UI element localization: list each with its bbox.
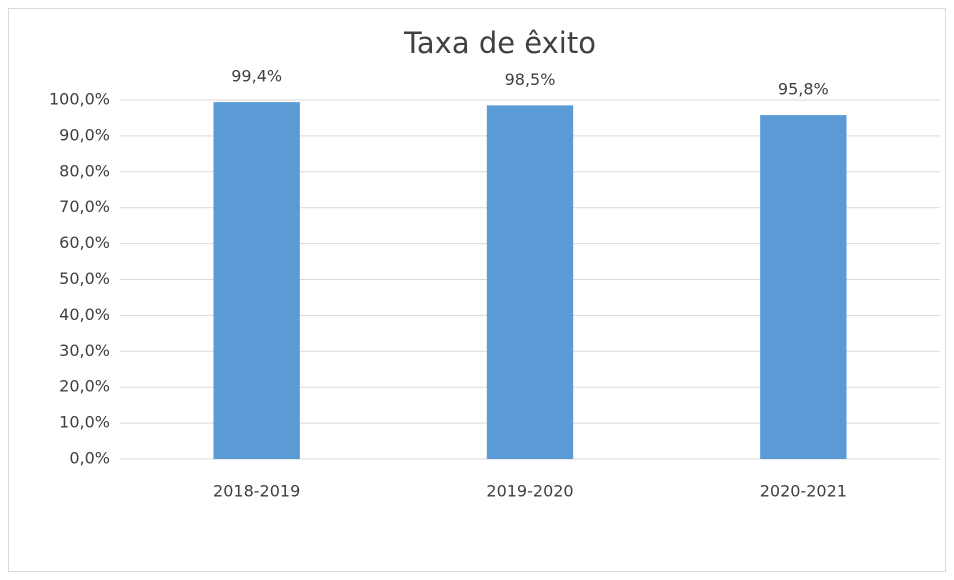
y-tick-label: 0,0% [69, 449, 110, 468]
y-tick-label: 70,0% [59, 197, 110, 216]
bar [760, 115, 847, 459]
value-label: 99,4% [231, 67, 282, 86]
value-label: 98,5% [505, 70, 556, 89]
chart-title: Taxa de êxito [403, 26, 596, 60]
y-tick-label: 40,0% [59, 305, 110, 324]
y-tick-label: 10,0% [59, 413, 110, 432]
y-tick-label: 80,0% [59, 161, 110, 180]
x-tick-label: 2018-2019 [213, 482, 300, 501]
y-tick-label: 50,0% [59, 269, 110, 288]
x-tick-label: 2020-2021 [760, 482, 847, 501]
y-tick-label: 90,0% [59, 125, 110, 144]
y-tick-label: 30,0% [59, 341, 110, 360]
bar [213, 102, 300, 460]
y-tick-label: 20,0% [59, 377, 110, 396]
value-label: 95,8% [778, 80, 829, 99]
x-tick-label: 2019-2020 [486, 482, 573, 501]
y-tick-label: 100,0% [49, 90, 110, 109]
bar [486, 105, 574, 459]
y-tick-label: 60,0% [59, 233, 110, 252]
